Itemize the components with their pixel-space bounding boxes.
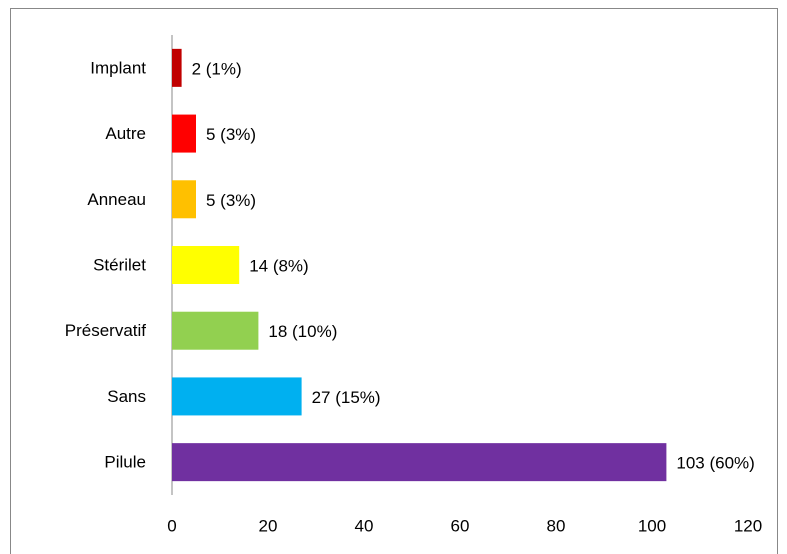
data-label: 5 (3%) [206, 191, 256, 210]
data-label: 5 (3%) [206, 125, 256, 144]
bar [172, 114, 196, 153]
x-tick-label: 120 [734, 516, 762, 535]
x-tick-label: 40 [355, 516, 374, 535]
data-label: 2 (1%) [192, 59, 242, 78]
bar [172, 48, 182, 87]
x-tick-label: 80 [547, 516, 566, 535]
data-label: 103 (60%) [676, 454, 754, 473]
bar [172, 246, 240, 284]
y-tick-label: Préservatif [65, 321, 147, 340]
y-tick-label: Stérilet [93, 255, 146, 274]
bar [172, 443, 667, 482]
data-label: 14 (8%) [249, 256, 309, 275]
x-tick-label: 0 [167, 516, 176, 535]
data-label: 18 (10%) [268, 322, 337, 341]
x-tick-label: 20 [259, 516, 278, 535]
y-tick-label: Sans [107, 387, 146, 406]
x-tick-label: 60 [451, 516, 470, 535]
y-tick-label: Anneau [87, 190, 146, 209]
bar [172, 377, 302, 416]
x-tick-label: 100 [638, 516, 666, 535]
data-label: 27 (15%) [312, 388, 381, 407]
y-tick-label: Autre [105, 124, 146, 143]
y-tick-label: Implant [90, 58, 146, 77]
bar [172, 180, 196, 219]
y-tick-label: Pilule [104, 453, 146, 472]
bar [172, 311, 259, 350]
